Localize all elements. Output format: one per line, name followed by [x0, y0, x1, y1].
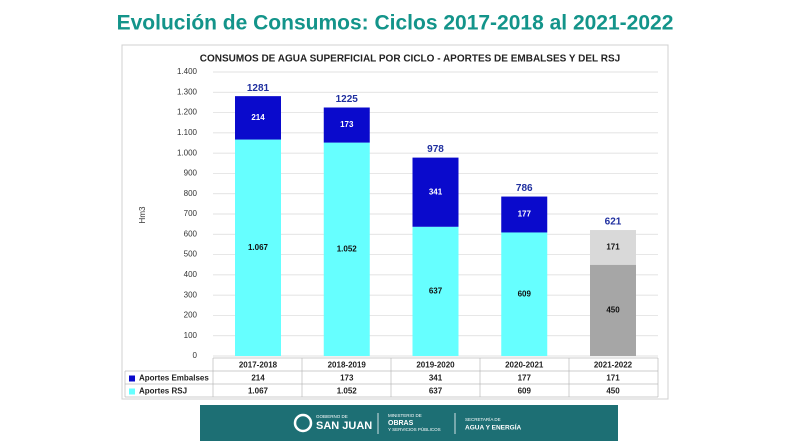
footer-gov: GOBIERNO DE	[316, 414, 348, 419]
legend-label: Aportes Embalses	[139, 374, 209, 383]
chart-frame	[121, 44, 669, 400]
x-tick-label: 2018-2019	[328, 361, 367, 370]
data-label: 1.052	[337, 244, 358, 253]
y-tick-label: 900	[184, 169, 198, 178]
data-label: 1.067	[248, 243, 269, 252]
x-tick-label: 2017-2018	[239, 361, 278, 370]
slide-title: Evolución de Consumos: Ciclos 2017-2018 …	[117, 12, 674, 35]
legend-swatch	[129, 388, 135, 395]
footer-ministry: MINISTERIO DE	[388, 413, 422, 418]
chart-title: CONSUMOS DE AGUA SUPERFICIAL POR CICLO -…	[200, 54, 620, 65]
table-value: 1.052	[337, 387, 358, 396]
table-value: 177	[518, 374, 532, 383]
y-tick-label: 300	[184, 290, 198, 299]
x-tick-label: 2020-2021	[505, 361, 544, 370]
footer-secretary: SECRETARÍA DE	[465, 416, 501, 422]
y-tick-label: 1.000	[177, 148, 198, 157]
y-tick-label: 700	[184, 209, 198, 218]
y-tick-label: 100	[184, 331, 198, 340]
footer-secretary: AGUA Y ENERGÍA	[465, 423, 522, 432]
data-label: 609	[518, 289, 532, 298]
footer-province: SAN JUAN	[316, 420, 372, 432]
legend-swatch	[129, 375, 135, 382]
total-label: 978	[427, 144, 444, 155]
footer-ministry: OBRAS	[388, 420, 414, 427]
table-value: 637	[429, 387, 443, 396]
y-tick-label: 500	[184, 250, 198, 259]
y-tick-label: 0	[193, 351, 198, 360]
data-label: 214	[251, 113, 265, 122]
bar-segment	[590, 230, 636, 265]
y-tick-label: 1.300	[177, 87, 198, 96]
table-value: 450	[606, 387, 620, 396]
bar-segment	[323, 142, 370, 356]
bar-segment	[501, 232, 548, 356]
x-tick-label: 2019-2020	[416, 361, 455, 370]
bar-segment	[590, 264, 636, 356]
table-value: 609	[518, 387, 532, 396]
y-tick-label: 600	[184, 229, 198, 238]
x-tick-label: 2021-2022	[594, 361, 633, 370]
logo-icon	[293, 413, 313, 433]
data-label: 341	[429, 187, 443, 196]
bar-segment	[412, 157, 459, 227]
total-label: 621	[605, 217, 622, 228]
table-value: 1.067	[248, 387, 269, 396]
table-value: 214	[251, 374, 265, 383]
y-tick-label: 800	[184, 189, 198, 198]
y-axis-label: Hm3	[138, 206, 147, 223]
table-value: 173	[340, 374, 354, 383]
y-tick-label: 1.100	[177, 128, 198, 137]
plot: 0 100 200 300 400 500 600 700 800 900 1.000 1.100 1.…	[124, 67, 659, 398]
data-label: 177	[518, 210, 532, 219]
footer-ministry: Y SERVICIOS PÚBLICOS	[388, 426, 441, 432]
y-tick-label: 200	[184, 311, 198, 320]
bar-segment	[235, 96, 281, 140]
y-tick-label: 1.200	[177, 108, 198, 117]
total-label: 1225	[336, 94, 359, 105]
legend-label: Aportes RSJ	[139, 387, 187, 396]
y-tick-label: 400	[184, 270, 198, 279]
bar-segment	[412, 226, 459, 356]
footer-banner	[200, 405, 618, 441]
bar-segment	[323, 107, 370, 143]
table-value: 341	[429, 374, 443, 383]
bar-segment	[235, 139, 281, 356]
table-value: 171	[606, 374, 620, 383]
data-label: 450	[606, 305, 620, 314]
bar-segment	[501, 196, 548, 233]
data-label: 637	[429, 286, 443, 295]
data-label: 171	[606, 242, 620, 251]
total-label: 1281	[247, 83, 270, 94]
y-tick-label: 1.400	[177, 67, 198, 76]
total-label: 786	[516, 183, 533, 194]
data-label: 173	[340, 120, 354, 129]
